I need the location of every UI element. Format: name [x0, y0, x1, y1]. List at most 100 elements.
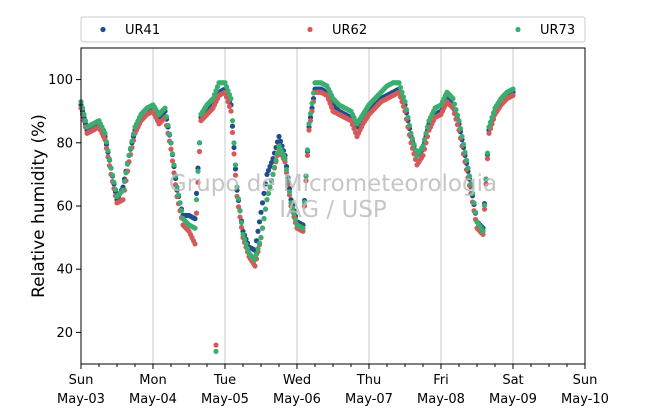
data-point — [408, 130, 414, 136]
data-point — [468, 181, 474, 187]
y-tick-label: 80 — [56, 136, 73, 151]
data-point — [396, 80, 402, 86]
data-point — [286, 189, 293, 195]
data-point — [409, 136, 416, 142]
data-point — [306, 121, 312, 127]
data-point — [124, 161, 131, 167]
data-point — [229, 123, 236, 129]
legend-marker — [515, 26, 521, 33]
data-point — [267, 163, 273, 170]
data-point — [420, 143, 426, 149]
data-point — [303, 178, 309, 184]
x-tick-date-label: May-03 — [57, 392, 105, 407]
data-point — [192, 216, 198, 222]
data-point — [405, 114, 411, 121]
data-point — [171, 162, 177, 168]
data-point — [420, 152, 426, 159]
data-point — [174, 184, 180, 190]
data-point — [451, 101, 458, 107]
x-tick-day-label: Sat — [502, 373, 523, 388]
series-points — [78, 80, 516, 354]
data-point — [291, 211, 297, 217]
data-point — [129, 138, 135, 144]
data-point — [397, 84, 404, 91]
data-point — [163, 114, 170, 120]
y-tick-label: 20 — [56, 326, 73, 341]
data-point — [172, 173, 179, 179]
data-point — [349, 122, 356, 128]
data-point — [481, 206, 488, 212]
data-point — [106, 156, 113, 162]
data-point — [121, 178, 128, 185]
data-point — [229, 118, 236, 124]
data-point — [252, 257, 258, 263]
data-point — [228, 108, 234, 114]
x-tick-date-label: May-06 — [273, 392, 321, 407]
data-point — [483, 181, 489, 187]
data-point — [252, 263, 258, 269]
data-point — [481, 202, 488, 208]
data-point — [301, 199, 308, 205]
data-point — [166, 131, 173, 137]
data-point — [123, 170, 129, 176]
data-point — [165, 122, 171, 129]
data-point — [486, 124, 492, 130]
data-point — [261, 216, 267, 222]
data-point — [456, 118, 462, 124]
data-point — [423, 130, 429, 136]
data-point — [463, 157, 470, 163]
legend-label: UR62 — [332, 23, 367, 38]
data-point — [307, 110, 314, 117]
data-point — [222, 80, 228, 86]
data-point — [262, 206, 269, 212]
y-tick-label: 40 — [56, 263, 73, 278]
data-point — [309, 100, 315, 106]
data-point — [261, 190, 267, 196]
watermark-line-2: IAG / USP — [279, 197, 387, 223]
data-point — [243, 241, 249, 247]
data-point — [276, 133, 282, 140]
data-point — [454, 122, 461, 128]
data-point — [229, 129, 236, 136]
data-point — [235, 196, 242, 202]
x-tick-date-label: May-08 — [417, 392, 465, 407]
data-point — [267, 184, 273, 190]
data-point — [130, 131, 137, 137]
data-point — [105, 148, 111, 154]
data-point — [465, 165, 471, 171]
data-point — [264, 197, 270, 203]
data-point — [487, 119, 494, 125]
data-point — [237, 214, 243, 220]
data-point — [328, 104, 335, 110]
legend-marker — [307, 26, 313, 33]
data-point — [192, 225, 198, 231]
data-point — [111, 179, 117, 185]
watermark-line-1: Grupo de Micrometeorologia — [169, 171, 497, 197]
data-point — [231, 144, 237, 151]
data-point — [178, 208, 185, 214]
data-point — [471, 200, 477, 206]
data-point — [486, 130, 492, 136]
data-point — [351, 125, 357, 132]
data-point — [268, 159, 275, 166]
data-point — [235, 204, 242, 210]
watermark: Grupo de Micrometeorologia IAG / USP — [169, 171, 497, 223]
data-point — [469, 190, 476, 196]
y-tick-label: 100 — [48, 73, 73, 88]
data-point — [223, 84, 230, 90]
x-tick-date-label: May-05 — [201, 392, 249, 407]
data-point — [489, 114, 495, 121]
data-point — [175, 192, 182, 198]
data-point — [273, 157, 279, 163]
data-point — [274, 150, 281, 156]
data-point — [262, 181, 269, 187]
data-point — [285, 178, 291, 184]
data-point — [240, 231, 246, 238]
x-tick-date-label: May-10 — [561, 392, 609, 407]
data-point — [277, 138, 284, 144]
data-point — [283, 167, 290, 173]
data-point — [256, 219, 263, 225]
legend: UR41 UR62 UR73 — [80, 16, 586, 43]
data-point — [400, 94, 407, 100]
x-tick-day-label: Mon — [139, 373, 166, 388]
